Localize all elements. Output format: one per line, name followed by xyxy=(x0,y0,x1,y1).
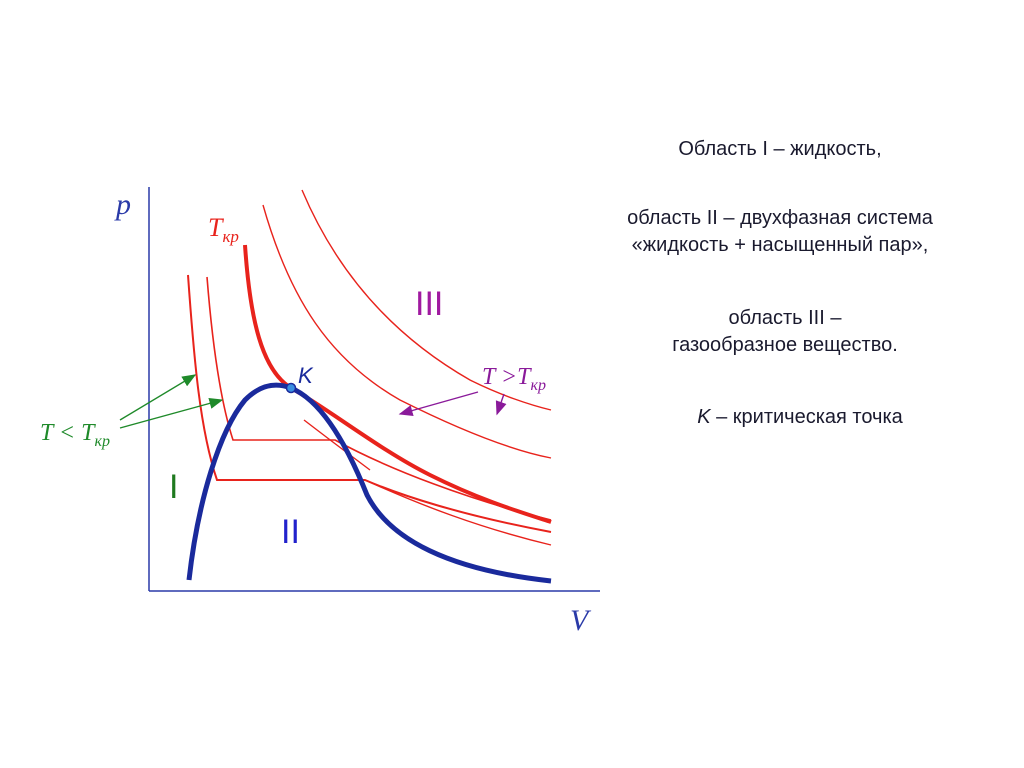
note-critical-point-text: K – критическая точка xyxy=(600,404,1000,431)
region-label-II: II xyxy=(281,513,300,551)
note-critical-point: K – критическая точка xyxy=(600,404,1000,431)
saturation-curve xyxy=(186,382,552,584)
isotherm-low-2 xyxy=(206,276,552,521)
y-axis-label: p xyxy=(114,188,131,221)
note-region-II-line2: «жидкость + насыщенный пар», xyxy=(631,234,929,256)
critical-isotherm-label: Tкр xyxy=(208,213,239,246)
note-critical-point-desc: – критическая точка xyxy=(710,406,903,428)
note-critical-point-symbol: K xyxy=(697,406,711,428)
critical-point-marker xyxy=(285,382,297,394)
isotherm-high-3 xyxy=(303,419,371,471)
isotherm-low-1 xyxy=(187,274,552,533)
note-region-I: Область I – жидкость, xyxy=(600,136,960,163)
arrow-below-critical-1 xyxy=(119,374,197,421)
isotherm-high-1 xyxy=(262,204,552,459)
note-region-III-line1: область III – xyxy=(728,307,842,329)
isotherm-low-3 xyxy=(364,479,552,546)
critical-point-label: K xyxy=(298,363,314,388)
region-label-III: III xyxy=(415,285,443,323)
note-region-III: область III – газообразное вещество. xyxy=(600,305,970,359)
critical-isotherm xyxy=(243,244,552,524)
arrow-above-critical-2 xyxy=(495,393,507,416)
arrow-above-critical-1 xyxy=(398,391,479,416)
note-region-III-line2: газообразное вещество. xyxy=(672,334,898,356)
isotherm-high-2 xyxy=(301,189,552,411)
note-region-II: область II – двухфазная система «жидкост… xyxy=(560,205,1000,259)
above-critical-label: T >Tкр xyxy=(482,364,546,394)
x-axis-label: V xyxy=(570,604,592,637)
note-region-I-text: Область I – жидкость, xyxy=(678,138,882,160)
arrow-below-critical-2 xyxy=(119,397,224,429)
below-critical-label: T < Tкр xyxy=(40,420,110,450)
region-label-I: I xyxy=(169,468,178,506)
note-region-II-line1: область II – двухфазная система xyxy=(627,207,933,229)
